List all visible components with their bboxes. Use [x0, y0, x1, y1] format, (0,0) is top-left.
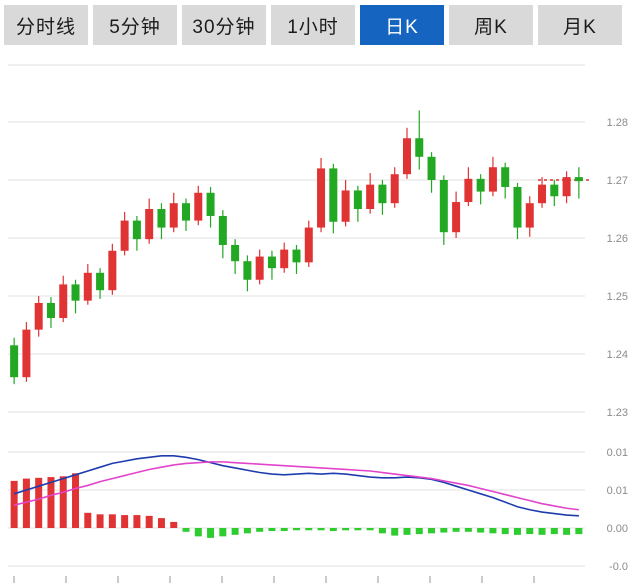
svg-text:-0.0: -0.0: [609, 561, 628, 573]
tab-30min[interactable]: 30分钟: [182, 5, 266, 45]
svg-text:0.01: 0.01: [607, 447, 628, 459]
tab-minute-line[interactable]: 分时线: [4, 5, 88, 45]
timeframe-tab-bar: 分时线 5分钟 30分钟 1小时 日K 周K 月K: [4, 5, 622, 45]
candles-group: [10, 110, 583, 385]
bottom-ticks: [13, 576, 535, 583]
macd-dea-line: [13, 461, 579, 511]
svg-text:1.28: 1.28: [607, 117, 628, 129]
svg-text:1.27: 1.27: [607, 175, 628, 187]
price-axis-labels: 1.28 1.27 1.26 1.25 1.24 1.23: [607, 117, 628, 419]
svg-text:0.01: 0.01: [607, 485, 628, 497]
tab-5min[interactable]: 5分钟: [93, 5, 177, 45]
svg-text:0.00: 0.00: [607, 523, 628, 535]
svg-text:1.24: 1.24: [607, 349, 628, 361]
svg-text:1.23: 1.23: [607, 407, 628, 419]
price-gridlines: [8, 64, 585, 413]
svg-text:1.26: 1.26: [607, 233, 628, 245]
tab-daily-k[interactable]: 日K: [360, 5, 444, 45]
macd-dif-line: [13, 454, 579, 517]
tab-weekly-k[interactable]: 周K: [449, 5, 533, 45]
tab-monthly-k[interactable]: 月K: [538, 5, 622, 45]
tab-1hour[interactable]: 1小时: [271, 5, 355, 45]
svg-text:1.25: 1.25: [607, 291, 628, 303]
macd-axis-labels: 0.01 0.01 0.00 -0.0: [607, 447, 628, 573]
